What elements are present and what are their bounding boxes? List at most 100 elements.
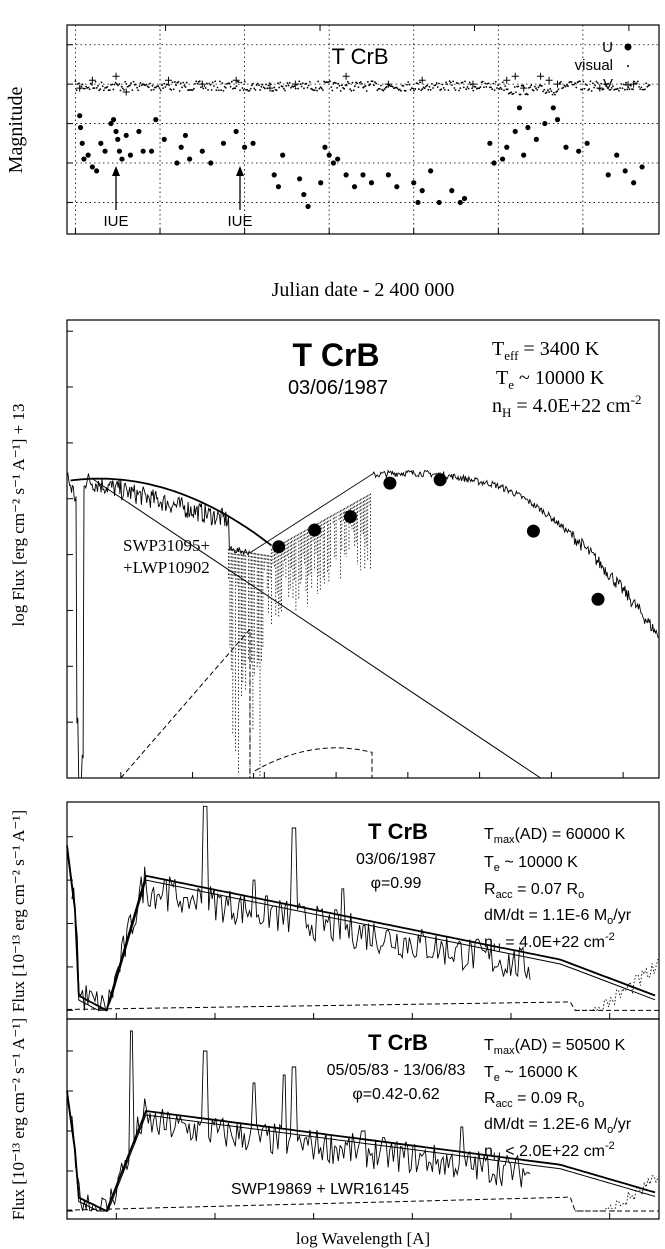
photometry-point [272, 540, 286, 554]
sed-spectrum-label-1: SWP31095+ [123, 536, 210, 555]
u-point [242, 144, 248, 150]
visual-point [375, 82, 378, 85]
u-point [81, 156, 87, 162]
visual-point [575, 86, 578, 89]
visual-point [546, 89, 549, 92]
u-point [161, 136, 167, 142]
visual-point [451, 84, 453, 87]
visual-point [152, 88, 155, 91]
u-point [153, 117, 159, 123]
visual-point [281, 85, 284, 88]
visual-point [351, 81, 354, 84]
visual-point [81, 83, 84, 86]
v-point [511, 72, 519, 80]
visual-point [217, 89, 220, 92]
observed-uv-spectrum [71, 805, 531, 1012]
visual-point [438, 82, 440, 85]
u-point [148, 148, 155, 154]
hot-component-line [91, 478, 541, 779]
visual-point [554, 93, 556, 96]
visual-point [595, 80, 598, 83]
visual-point [646, 85, 649, 88]
u-point [301, 191, 307, 198]
visual-point [246, 88, 249, 91]
visual-point [541, 85, 543, 87]
v-point [554, 80, 562, 88]
visual-point [159, 89, 162, 92]
u-point [115, 136, 121, 142]
visual-point [219, 80, 221, 83]
visual-point [172, 88, 175, 91]
visual-point [155, 86, 157, 89]
visual-point [113, 83, 116, 86]
visual-point [118, 83, 121, 86]
u-point [174, 160, 180, 166]
u-point [136, 128, 142, 135]
visual-point [94, 80, 97, 83]
visual-point [378, 87, 381, 90]
u-point [89, 164, 95, 170]
visual-point [416, 82, 419, 85]
u-point [512, 128, 518, 135]
visual-point [441, 83, 444, 86]
visual-point [204, 87, 207, 89]
visual-point [259, 89, 262, 91]
photometry-point [343, 510, 357, 524]
u-point [322, 144, 328, 150]
visual-point [168, 84, 170, 86]
visual-point [149, 82, 151, 85]
u-point [318, 180, 324, 186]
visual-point [253, 87, 256, 90]
u-point [614, 152, 620, 158]
v-point [503, 76, 511, 84]
u-point [113, 128, 119, 135]
u-point [330, 160, 336, 166]
visual-point [353, 85, 356, 88]
visual-point [228, 82, 231, 85]
visual-point [453, 87, 456, 89]
visual-point [139, 81, 142, 84]
visual-point [550, 90, 553, 93]
visual-point [119, 89, 122, 92]
visual-point [381, 88, 384, 91]
visual-point [248, 89, 251, 92]
visual-point [185, 81, 188, 84]
visual-point [223, 85, 226, 88]
uv-1987-date: 03/06/1987 [356, 851, 436, 868]
u-point [199, 148, 205, 154]
visual-point [120, 85, 123, 88]
visual-point [459, 87, 462, 89]
visual-point [132, 80, 135, 83]
visual-point [471, 87, 473, 90]
v-point [112, 72, 120, 80]
visual-point [260, 85, 263, 88]
visual-point [290, 86, 292, 89]
visual-point [207, 88, 209, 91]
visual-point [184, 86, 187, 88]
light-curve-xlabel: Julian date - 2 400 000 [272, 279, 455, 301]
visual-point [319, 86, 322, 89]
visual-point [565, 84, 568, 86]
visual-point [628, 88, 631, 91]
visual-point [106, 85, 109, 88]
uv-1983-phase: φ=0.42-0.62 [352, 1086, 439, 1103]
u-point [98, 140, 104, 146]
visual-point [391, 85, 394, 88]
cool-giant-uv-model [575, 958, 659, 1012]
visual-point [481, 80, 484, 83]
visual-point [359, 81, 362, 83]
visual-point [466, 86, 469, 88]
cool-giant-uv-model [575, 1175, 659, 1212]
visual-point [237, 81, 240, 84]
visual-point [376, 89, 379, 92]
visual-point [346, 80, 349, 83]
u-point [220, 140, 227, 146]
v-point [596, 84, 604, 92]
visual-point [80, 85, 83, 88]
visual-point [297, 87, 299, 90]
u-point [85, 152, 91, 158]
visual-point [331, 89, 334, 92]
visual-point [581, 88, 584, 91]
visual-point [465, 88, 468, 91]
visual-point [262, 86, 265, 89]
